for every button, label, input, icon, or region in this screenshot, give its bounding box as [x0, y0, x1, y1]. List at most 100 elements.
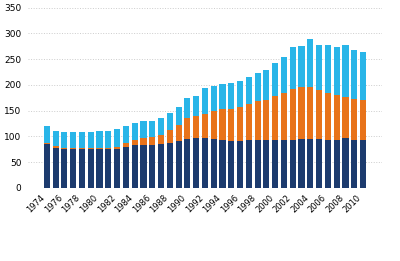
Bar [228, 140, 234, 188]
Bar [114, 129, 120, 147]
Bar [228, 83, 234, 109]
Bar [360, 100, 366, 140]
Bar [351, 99, 357, 140]
Bar [132, 140, 138, 145]
Bar [246, 77, 252, 104]
Bar [272, 63, 278, 96]
Bar [158, 144, 164, 188]
Bar [79, 132, 85, 148]
Bar [334, 47, 340, 95]
Bar [325, 140, 331, 188]
Bar [132, 123, 138, 140]
Bar [298, 139, 304, 188]
Bar [290, 88, 296, 140]
Bar [44, 144, 50, 188]
Bar [52, 131, 59, 146]
Bar [211, 86, 217, 111]
Bar [52, 146, 59, 148]
Bar [184, 139, 190, 188]
Bar [96, 149, 103, 188]
Bar [61, 132, 68, 148]
Bar [88, 149, 94, 188]
Bar [167, 143, 173, 188]
Bar [211, 139, 217, 188]
Bar [307, 39, 313, 87]
Bar [114, 149, 120, 188]
Bar [114, 147, 120, 149]
Bar [149, 145, 155, 188]
Bar [325, 45, 331, 93]
Bar [290, 47, 296, 88]
Bar [220, 109, 226, 140]
Bar [290, 140, 296, 188]
Bar [263, 70, 270, 100]
Bar [237, 81, 243, 107]
Bar [334, 95, 340, 140]
Bar [105, 148, 111, 149]
Bar [123, 143, 129, 147]
Bar [88, 132, 94, 148]
Bar [220, 84, 226, 109]
Bar [176, 125, 182, 140]
Bar [307, 139, 313, 188]
Bar [360, 140, 366, 188]
Legend: Live births with DS, DS-related elective terminations, Natural losses (after 10 : Live births with DS, DS-related elective… [36, 260, 374, 261]
Bar [237, 140, 243, 188]
Bar [202, 138, 208, 188]
Bar [132, 145, 138, 188]
Bar [351, 140, 357, 188]
Bar [254, 73, 261, 101]
Bar [281, 93, 287, 140]
Bar [211, 111, 217, 139]
Bar [334, 140, 340, 188]
Bar [176, 107, 182, 125]
Bar [70, 149, 76, 188]
Bar [88, 148, 94, 149]
Bar [342, 45, 348, 97]
Bar [342, 97, 348, 138]
Bar [246, 140, 252, 188]
Bar [325, 93, 331, 140]
Bar [105, 149, 111, 188]
Bar [70, 132, 76, 148]
Bar [44, 143, 50, 144]
Bar [123, 126, 129, 143]
Bar [193, 138, 199, 188]
Bar [96, 131, 103, 148]
Bar [184, 98, 190, 118]
Bar [298, 87, 304, 139]
Bar [193, 116, 199, 138]
Bar [272, 96, 278, 140]
Bar [61, 149, 68, 188]
Bar [237, 107, 243, 140]
Bar [281, 140, 287, 188]
Bar [158, 135, 164, 144]
Bar [263, 140, 270, 188]
Bar [140, 145, 146, 188]
Bar [246, 104, 252, 140]
Bar [176, 140, 182, 188]
Bar [316, 90, 322, 139]
Bar [254, 140, 261, 188]
Bar [105, 131, 111, 148]
Bar [149, 121, 155, 138]
Bar [158, 118, 164, 135]
Bar [52, 148, 59, 188]
Bar [316, 139, 322, 188]
Bar [167, 130, 173, 143]
Bar [316, 45, 322, 90]
Bar [360, 52, 366, 100]
Bar [263, 100, 270, 140]
Bar [70, 148, 76, 149]
Bar [228, 109, 234, 140]
Bar [61, 148, 68, 149]
Bar [342, 138, 348, 188]
Bar [254, 101, 261, 140]
Bar [79, 148, 85, 149]
Bar [44, 126, 50, 143]
Bar [79, 149, 85, 188]
Bar [167, 113, 173, 130]
Bar [281, 57, 287, 93]
Bar [193, 96, 199, 116]
Bar [272, 140, 278, 188]
